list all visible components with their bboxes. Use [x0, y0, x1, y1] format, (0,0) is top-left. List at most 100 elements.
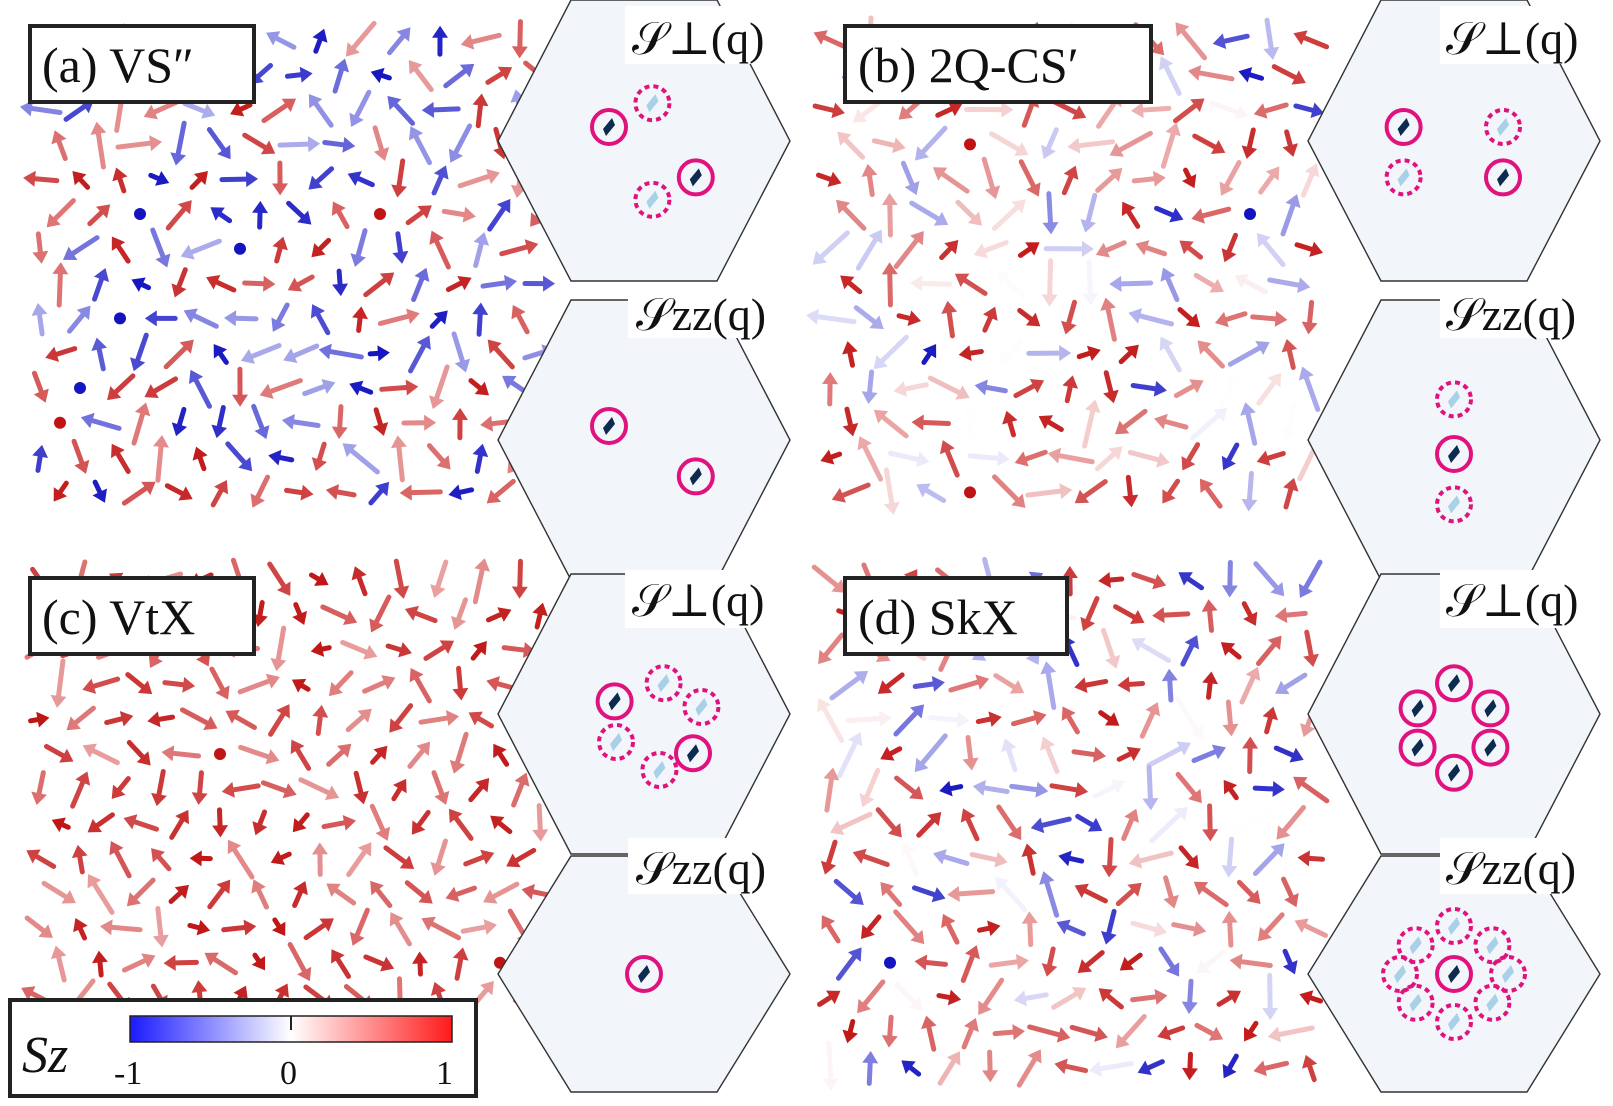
- spin-arrow: [286, 200, 312, 225]
- minor-peak-circle: [1435, 907, 1473, 945]
- spin-arrow: [28, 711, 50, 728]
- spin-arrow: [452, 665, 469, 701]
- spin-arrow: [977, 920, 1001, 937]
- spin-arrow: [818, 632, 845, 665]
- spin-arrow: [1075, 813, 1103, 832]
- spin-arrow: [1194, 1022, 1224, 1041]
- spin-arrow: [90, 121, 107, 170]
- spin-arrow: [308, 572, 329, 586]
- minor-peak-circle: [1384, 158, 1423, 197]
- spin-arrow: [1196, 949, 1227, 974]
- minor-peak-circle: [1435, 380, 1473, 419]
- spin-arrow: [121, 953, 156, 973]
- inset-title-zz: 𝒮zz(q): [636, 289, 766, 340]
- minor-peak-circle: [633, 180, 672, 219]
- bragg-peak: [1497, 168, 1509, 187]
- spin-arrow: [912, 676, 945, 692]
- spin-arrow: [1223, 779, 1239, 801]
- spin-arrow: [1074, 479, 1108, 504]
- spin-arrow: [431, 770, 450, 805]
- spin-arrow: [1267, 277, 1311, 293]
- peaks-a-perp: [590, 84, 715, 219]
- spin-arrow: [1298, 559, 1323, 598]
- spin-arrow: [163, 954, 199, 971]
- spin-arrow: [1142, 764, 1159, 811]
- spin-arrow: [189, 850, 213, 867]
- inset-title-bg: [628, 282, 790, 338]
- bragg-peak: [687, 744, 699, 763]
- spin-arrow: [171, 406, 188, 437]
- spin-arrow: [331, 949, 351, 979]
- spin-arrow: [862, 1050, 879, 1086]
- spin-arrow: [837, 732, 863, 779]
- spin-arrow: [1041, 258, 1058, 307]
- spin-arrow: [242, 275, 276, 292]
- spin-arrow: [1128, 850, 1174, 869]
- spin-arrow: [1193, 272, 1224, 293]
- spin-arrow: [1220, 642, 1242, 660]
- spin-arrow: [857, 436, 884, 482]
- spin-arrow: [840, 275, 863, 295]
- spin-arrow: [485, 66, 513, 85]
- spin-arrow: [1041, 946, 1058, 977]
- spin-arrow: [51, 817, 71, 833]
- spin-arrow: [284, 66, 313, 83]
- spin-arrow: [1058, 850, 1085, 867]
- inset-title-bg: [625, 6, 790, 64]
- minor-peak-circle: [1435, 1003, 1473, 1041]
- spin-arrow: [855, 229, 883, 271]
- spin-arrow: [820, 839, 838, 875]
- spin-arrow: [1121, 808, 1139, 841]
- spin-arrow: [1071, 746, 1106, 763]
- spin-arrow: [1222, 699, 1239, 737]
- spin-arrow: [448, 484, 475, 501]
- inset-c-perp: 𝒮⊥(q): [497, 570, 791, 855]
- spin-arrow: [861, 163, 878, 198]
- spin-arrow: [332, 58, 350, 94]
- spin-arrow: [62, 235, 100, 261]
- spin-arrow: [1201, 599, 1218, 633]
- spin-arrow: [468, 711, 494, 729]
- spin-arrow: [830, 811, 873, 836]
- major-peak-circle: [676, 457, 715, 496]
- major-peak-circle: [1435, 664, 1473, 703]
- spin-arrow: [1181, 978, 1198, 1014]
- bragg-peak: [1448, 1013, 1460, 1031]
- spin-arrow: [896, 310, 922, 327]
- spin-arrow: [900, 160, 920, 196]
- spin-arrow: [1298, 366, 1321, 412]
- spin-arrow: [1002, 410, 1018, 438]
- spin-arrow: [1222, 1053, 1239, 1079]
- major-peak-circle: [590, 108, 628, 146]
- major-peak-circle: [1435, 435, 1473, 473]
- spin-arrow: [1017, 242, 1040, 258]
- spin-arrow: [1088, 1060, 1134, 1077]
- bragg-peak: [1484, 738, 1497, 757]
- spin-arrow: [1127, 449, 1170, 468]
- spin-arrow: [992, 474, 1026, 508]
- spin-arrow: [499, 239, 539, 257]
- spin-arrow: [212, 807, 229, 838]
- spin-arrow: [1130, 380, 1167, 397]
- spin-arrow: [1098, 572, 1125, 588]
- colorbar-label: Sz: [22, 1027, 68, 1084]
- spin-arrow: [988, 953, 1029, 970]
- spin-arrow: [1009, 781, 1049, 798]
- spin-arrow: [964, 138, 976, 151]
- spin-arrow: [873, 409, 909, 439]
- spin-arrow: [812, 102, 845, 119]
- spin-arrow: [352, 306, 368, 333]
- bragg-peak: [1411, 738, 1424, 757]
- spin-arrow: [308, 93, 334, 128]
- major-peak-circle: [1435, 955, 1473, 993]
- spin-arrow: [449, 731, 469, 774]
- spin-arrow: [1119, 952, 1143, 971]
- spin-arrow: [1077, 950, 1105, 973]
- spin-arrow: [1131, 572, 1167, 590]
- spin-arrow: [480, 274, 518, 291]
- spin-arrow: [52, 262, 69, 308]
- spin-arrow: [430, 838, 448, 876]
- spin-arrow: [207, 879, 231, 910]
- spin-arrow: [1252, 780, 1285, 797]
- bragg-peak: [1397, 118, 1410, 136]
